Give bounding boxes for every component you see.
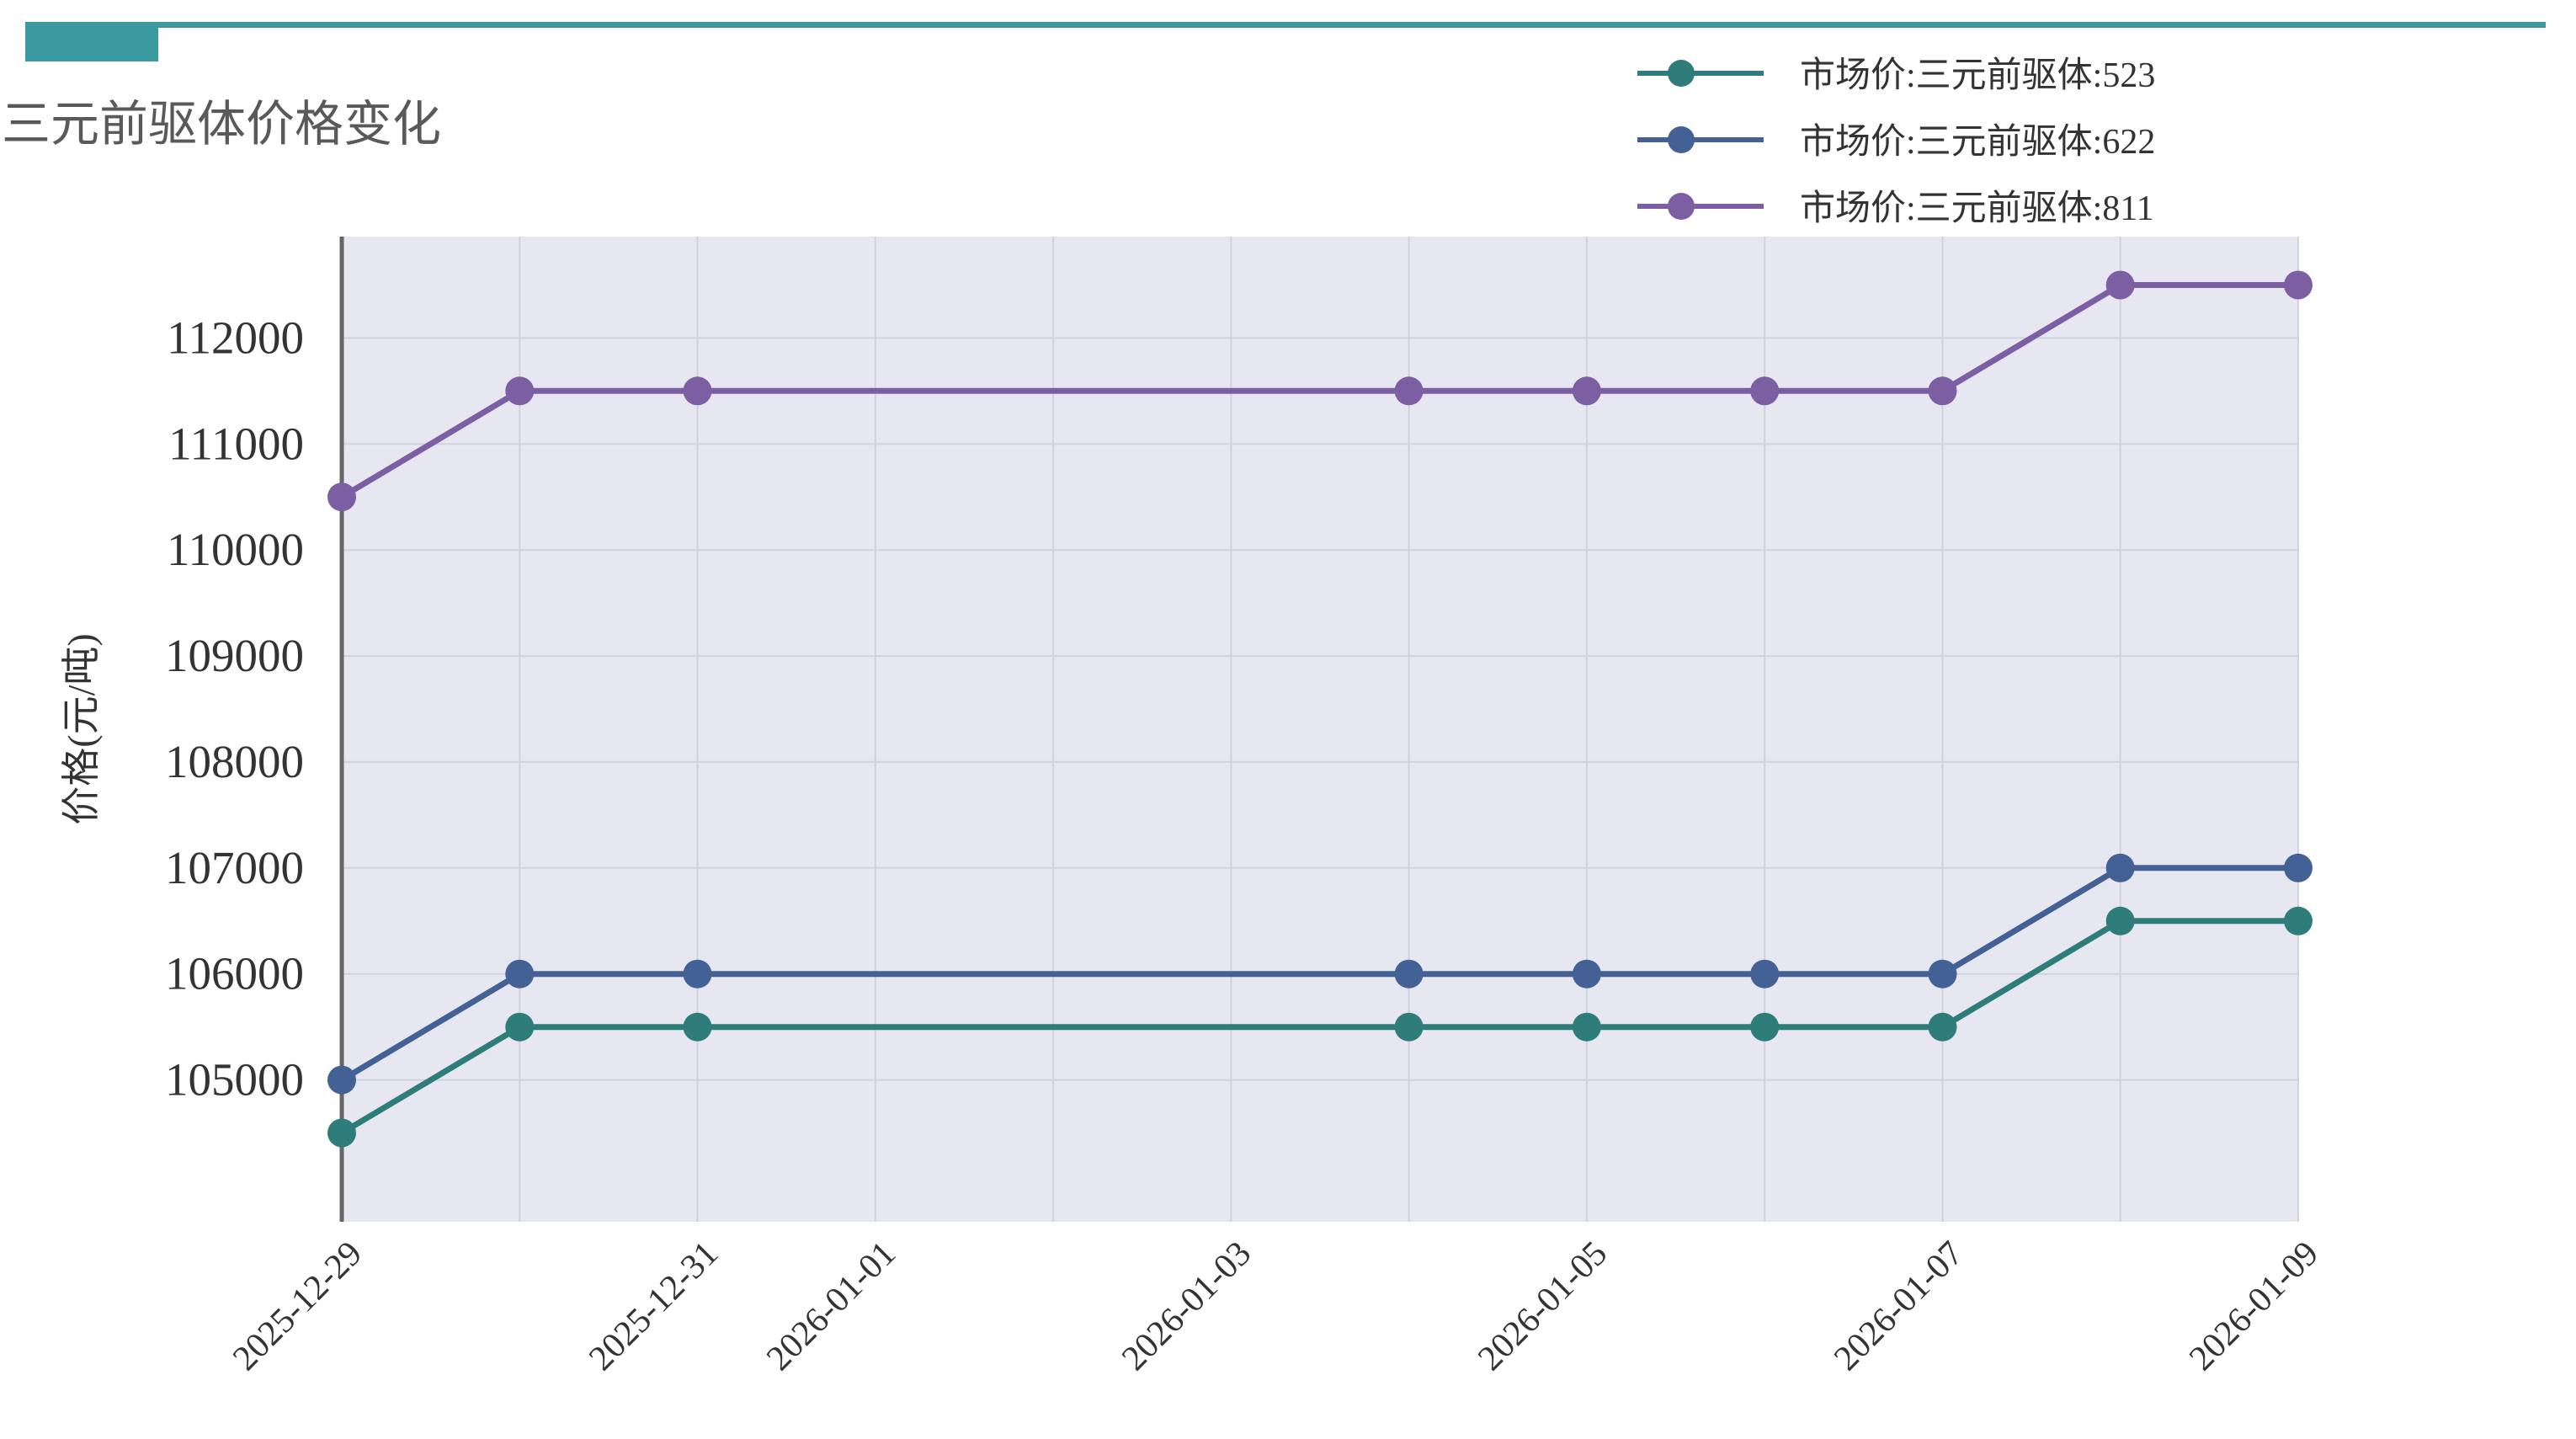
svg-text:111000: 111000: [168, 418, 304, 469]
svg-text:112000: 112000: [167, 312, 304, 363]
svg-text:108000: 108000: [165, 736, 304, 787]
svg-text:109000: 109000: [165, 630, 304, 681]
svg-text:106000: 106000: [165, 948, 304, 999]
svg-text:107000: 107000: [165, 842, 304, 893]
svg-text:105000: 105000: [165, 1054, 304, 1106]
svg-text:110000: 110000: [167, 524, 304, 575]
